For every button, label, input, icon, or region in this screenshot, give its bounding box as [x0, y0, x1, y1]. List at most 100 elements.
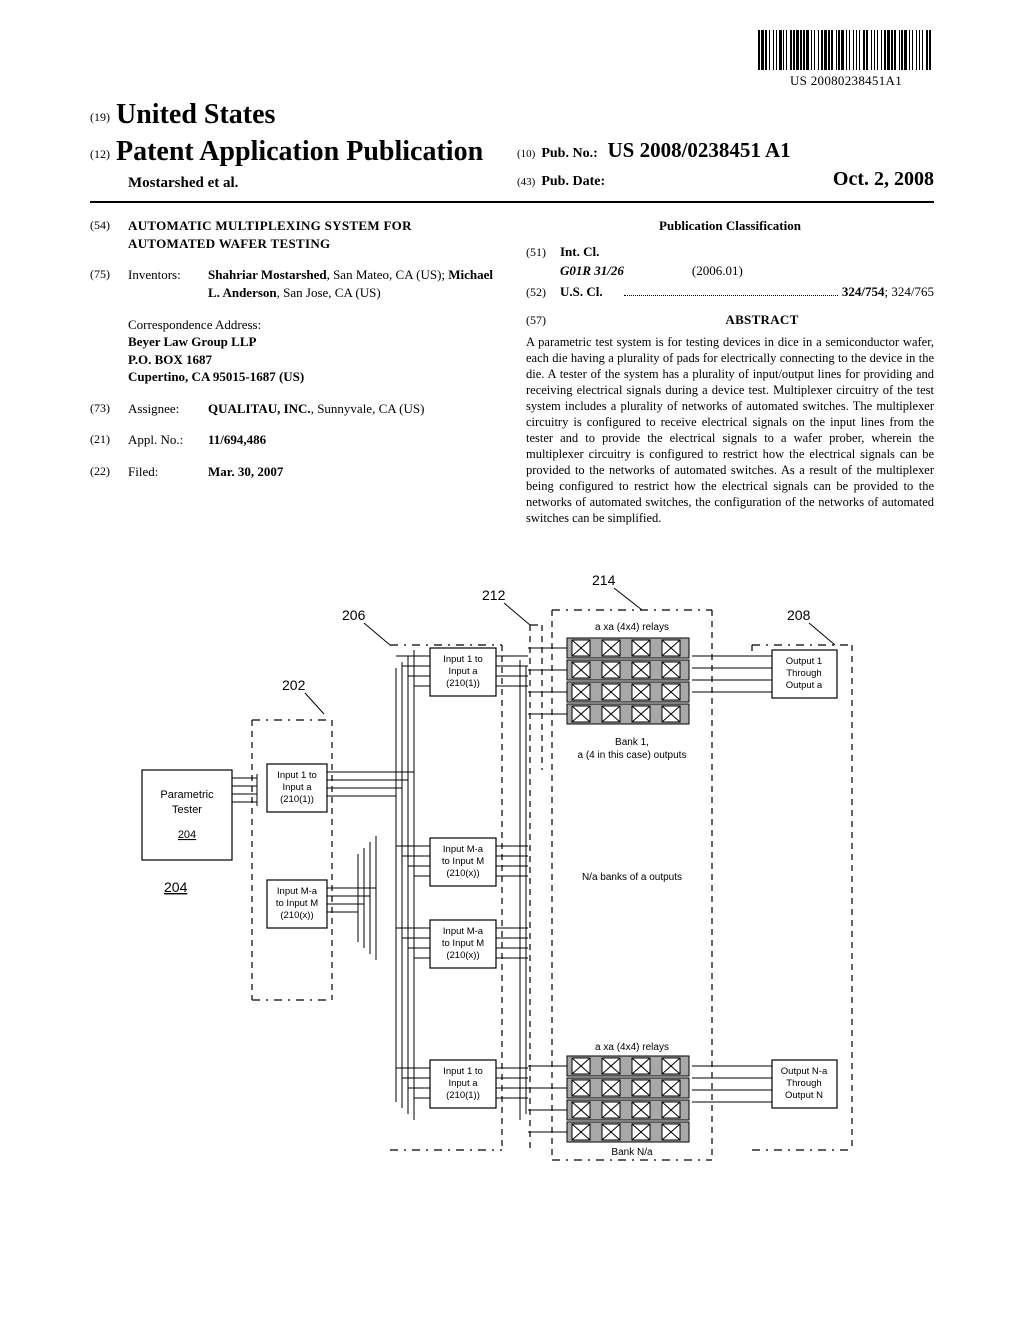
title-line1: AUTOMATIC MULTIPLEXING SYSTEM FOR: [128, 217, 498, 235]
country: United States: [116, 99, 275, 130]
t-in-bot-l1: Input M-a: [277, 886, 318, 897]
code-19: (19): [90, 110, 110, 124]
ref-206: 206: [342, 607, 366, 623]
tester-stubs: [232, 774, 257, 806]
abstract-heading: ABSTRACT: [590, 311, 934, 329]
intcl-class: G01R 31/26: [560, 263, 624, 278]
out-bot-l3: Output N: [785, 1090, 823, 1101]
out-top-l1: Output 1: [786, 656, 822, 667]
correspondence-address: Correspondence Address: Beyer Law Group …: [128, 316, 498, 386]
relay-bot-label: a xa (4x4) relays: [595, 1042, 669, 1053]
filed-label: Filed:: [128, 463, 208, 481]
corr-l1: Beyer Law Group LLP: [128, 333, 498, 351]
svg-text:(210(1)): (210(1)): [446, 1090, 480, 1101]
ref-204: 204: [164, 879, 188, 895]
code-10: (10): [517, 148, 535, 160]
bankna: Bank N/a: [611, 1147, 653, 1158]
svg-text:(210(x)): (210(x)): [446, 868, 479, 879]
pubnum-label: Pub. No.:: [541, 146, 597, 161]
svg-text:to Input M: to Input M: [442, 856, 484, 867]
wires-to-out-top: [692, 656, 772, 692]
uscl-bold: 324/754: [842, 284, 885, 299]
corr-l2: P.O. BOX 1687: [128, 351, 498, 369]
field-22: (22) Filed: Mar. 30, 2007: [90, 463, 498, 481]
field-75: (75) Inventors: Shahriar Mostarshed, San…: [90, 266, 498, 301]
svg-text:Input a: Input a: [448, 1078, 478, 1089]
code-52: (52): [526, 284, 560, 300]
abstract-body: A parametric test system is for testing …: [526, 334, 934, 526]
code-73: (73): [90, 400, 128, 418]
t-in-top-l2: Input a: [282, 782, 312, 793]
code-43: (43): [517, 176, 535, 188]
bus-bot: [327, 836, 376, 960]
out-top-l3: Output a: [786, 680, 823, 691]
pubdate-val: Oct. 2, 2008: [833, 166, 934, 193]
pubnum-val: US 2008/0238451 A1: [607, 138, 790, 162]
code-75: (75): [90, 266, 128, 301]
t-in-top-l1: Input 1 to: [277, 770, 317, 781]
inventor-1-name: Shahriar Mostarshed: [208, 267, 327, 282]
code-12: (12): [90, 147, 110, 161]
figure-svg: 202 206 212 214 208 Parametric Tester 20…: [132, 560, 892, 1180]
applno-label: Appl. No.:: [128, 431, 208, 449]
ref-202: 202: [282, 677, 306, 693]
figure-region: 202 206 212 214 208 Parametric Tester 20…: [90, 560, 934, 1180]
inventor-1-loc: , San Mateo, CA (US);: [327, 267, 449, 282]
filed-val: Mar. 30, 2007: [208, 464, 283, 479]
mid-banks-label: N/a banks of a outputs: [582, 872, 682, 883]
svg-text:(210(1)): (210(1)): [446, 678, 480, 689]
svg-text:Input M-a: Input M-a: [443, 926, 484, 937]
out-bot-l2: Through: [786, 1078, 821, 1089]
ref-212: 212: [482, 587, 506, 603]
t-in-bot-l2: to Input M: [276, 898, 318, 909]
header: (19) United States (12) Patent Application…: [90, 96, 934, 194]
intcl-value-row: G01R 31/26 (2006.01): [526, 262, 934, 280]
assignee-rest: , Sunnyvale, CA (US): [311, 401, 425, 416]
field-52-row: (52) U.S. Cl. 324/754; 324/765: [526, 283, 934, 301]
code-57: (57): [526, 312, 560, 328]
barcode-region: US 20080238451A1: [90, 30, 934, 90]
intcl-year: (2006.01): [692, 263, 743, 278]
svg-text:Input 1 to: Input 1 to: [443, 1066, 483, 1077]
barcode-subtext: US 20080238451A1: [758, 72, 934, 90]
field-54: (54) AUTOMATIC MULTIPLEXING SYSTEM FOR A…: [90, 217, 498, 252]
uscl-rest: ; 324/765: [885, 284, 934, 299]
uscl-val: 324/754; 324/765: [842, 283, 934, 301]
inventors-body: Shahriar Mostarshed, San Mateo, CA (US);…: [208, 266, 498, 301]
wires-to-out-bot: [692, 1066, 772, 1102]
assignee-label: Assignee:: [128, 400, 208, 418]
svg-text:to Input M: to Input M: [442, 938, 484, 949]
barcode: US 20080238451A1: [758, 30, 934, 90]
out-bot-l1: Output N-a: [781, 1066, 828, 1077]
code-51: (51): [526, 244, 560, 260]
header-rule: [90, 201, 934, 203]
classification-heading: Publication Classification: [526, 217, 934, 235]
barcode-bars: [758, 30, 934, 70]
bank1-l2: a (4 in this case) outputs: [578, 750, 687, 761]
code-22: (22): [90, 463, 128, 481]
corr-l3: Cupertino, CA 95015-1687 (US): [128, 368, 498, 386]
code-54: (54): [90, 217, 128, 252]
assignee-name: QUALITAU, INC.: [208, 401, 311, 416]
applno-val: 11/694,486: [208, 432, 266, 447]
title-line2: AUTOMATED WAFER TESTING: [128, 235, 498, 253]
intcl-label: Int. Cl.: [560, 243, 620, 261]
tester-l2: Tester: [172, 804, 202, 816]
relay-top-label: a xa (4x4) relays: [595, 622, 669, 633]
right-column: Publication Classification (51) Int. Cl.…: [526, 217, 934, 526]
pub-type: Patent Application Publication: [116, 136, 483, 167]
svg-text:Input a: Input a: [448, 666, 478, 677]
tester-underline: 204: [178, 829, 196, 841]
biblio-columns: (54) AUTOMATIC MULTIPLEXING SYSTEM FOR A…: [90, 217, 934, 526]
svg-text:Input 1 to: Input 1 to: [443, 654, 483, 665]
bank1-l1: Bank 1,: [615, 737, 649, 748]
ref-208: 208: [787, 607, 811, 623]
tester-l1: Parametric: [160, 789, 214, 801]
authors-line: Mostarshed et al.: [90, 173, 507, 193]
field-51-row: (51) Int. Cl.: [526, 243, 934, 261]
pubdate-label: Pub. Date:: [541, 174, 605, 189]
code-21: (21): [90, 431, 128, 449]
out-top-l2: Through: [786, 668, 821, 679]
t-in-top-l3: (210(1)): [280, 794, 314, 805]
svg-text:(210(x)): (210(x)): [446, 950, 479, 961]
